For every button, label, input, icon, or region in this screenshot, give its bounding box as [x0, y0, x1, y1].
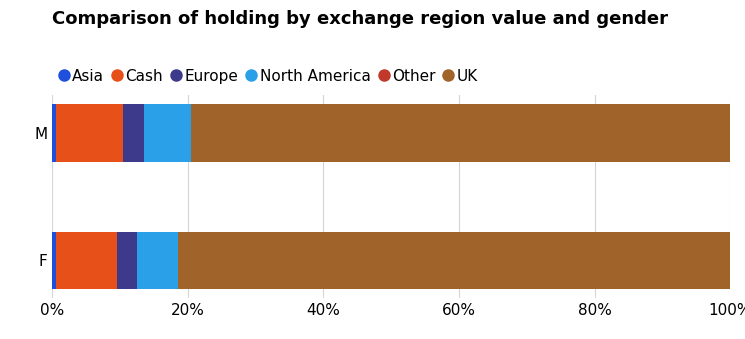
Bar: [137, 232, 177, 289]
Text: Comparison of holding by exchange region value and gender: Comparison of holding by exchange region…: [52, 10, 668, 28]
Bar: [56, 104, 124, 162]
Bar: [116, 232, 137, 289]
Bar: [52, 232, 56, 289]
Bar: [191, 104, 730, 162]
Bar: [56, 232, 116, 289]
Bar: [177, 232, 730, 289]
Bar: [124, 104, 144, 162]
Bar: [52, 104, 56, 162]
Bar: [144, 104, 191, 162]
Legend: Asia, Cash, Europe, North America, Other, UK: Asia, Cash, Europe, North America, Other…: [60, 69, 478, 84]
